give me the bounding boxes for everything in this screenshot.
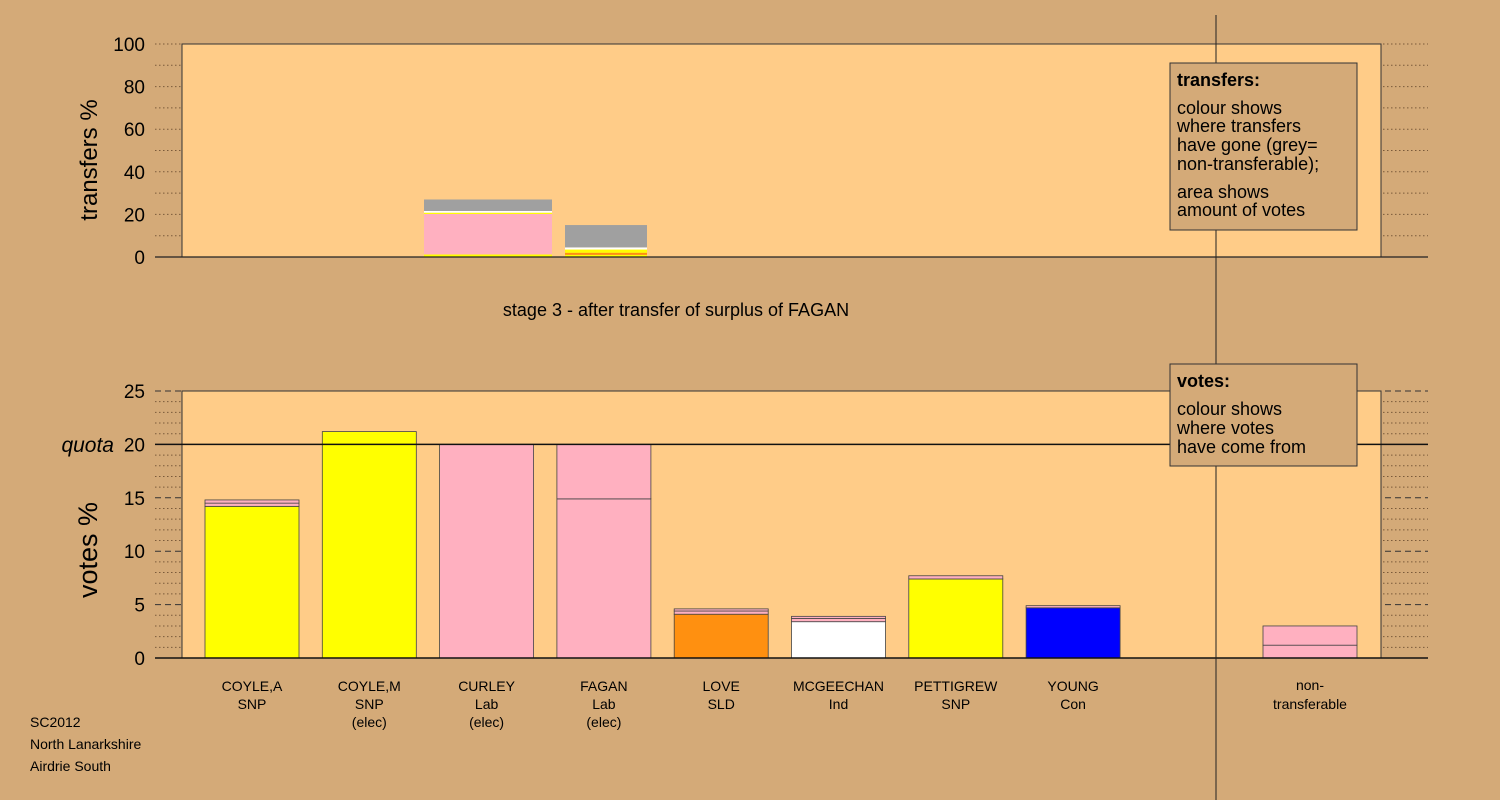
stage-label: stage 3 - after transfer of surplus of F…: [503, 300, 849, 320]
nontransferable-label: transferable: [1273, 696, 1347, 712]
transfer-bar-segment: [424, 199, 552, 211]
footer-council: North Lanarkshire: [30, 736, 141, 752]
vote-bar-segment: [908, 578, 1004, 659]
transfer-bar-segment: [424, 210, 552, 213]
candidate-name-label: YOUNG: [1047, 678, 1098, 694]
nontransferable-bar-segment: [1262, 625, 1358, 646]
candidate-status-label: (elec): [469, 714, 504, 730]
votes-y-tick-label: 10: [124, 542, 145, 563]
transfer-bar-segment: [565, 247, 647, 250]
transfer-bar-segment: [565, 252, 647, 255]
votes-legend-title: votes:: [1177, 371, 1230, 391]
transfers-y-tick-label: 0: [134, 248, 145, 269]
transfers-legend-line: amount of votes: [1177, 200, 1305, 220]
candidate-party-label: Lab: [475, 696, 499, 712]
candidate-party-label: SNP: [941, 696, 970, 712]
transfers-legend-line: have gone (grey=: [1177, 135, 1318, 155]
vote-bar-segment: [556, 443, 652, 500]
vote-bar-segment: [673, 608, 769, 612]
vote-bar-segment: [556, 498, 652, 659]
transfers-y-tick-label: 20: [124, 205, 145, 226]
candidate-party-label: Lab: [592, 696, 616, 712]
vote-bar-segment: [791, 621, 886, 659]
votes-y-tick-label: 20: [124, 435, 145, 456]
quota-label: quota: [61, 434, 114, 457]
vote-bar-segment: [1025, 605, 1121, 609]
votes-legend-line: where votes: [1176, 418, 1274, 438]
transfers-legend-line: area shows: [1177, 182, 1269, 202]
votes-y-tick-label: 15: [124, 489, 145, 510]
candidate-name-label: PETTIGREW: [914, 678, 998, 694]
vote-bar-segment: [321, 431, 417, 659]
vote-bar-segment: [439, 443, 535, 659]
transfer-bar-segment: [424, 254, 552, 257]
candidate-party-label: Ind: [829, 696, 848, 712]
candidate-party-label: SNP: [238, 696, 267, 712]
transfers-legend-line: non-transferable);: [1177, 154, 1319, 174]
vote-bar-segment: [204, 505, 300, 659]
candidate-name-label: LOVE: [703, 678, 740, 694]
transfers-y-tick-label: 100: [113, 35, 145, 56]
candidate-status-label: (elec): [586, 714, 621, 730]
votes-y-axis-title: votes %: [73, 502, 103, 598]
footer-election: SC2012: [30, 714, 81, 730]
transfers-legend: transfers: colour shows where transfers …: [1169, 62, 1358, 231]
votes-y-tick-label: 5: [134, 596, 145, 617]
candidate-name-label: CURLEY: [458, 678, 515, 694]
votes-y-tick-label: 25: [124, 382, 145, 403]
axis-layer: 0 20 40 60 80 100 0 5 10 15 20 25 COYLE,A SNP COYLE,M S…: [113, 15, 1428, 800]
vote-bar-segment: [791, 615, 886, 619]
transfers-legend-line: where transfers: [1176, 116, 1301, 136]
transfers-legend-title: transfers:: [1177, 70, 1260, 90]
votes-y-tick-label: 0: [134, 649, 145, 670]
transfer-bar-segment: [424, 213, 552, 255]
nontransferable-bar-segment: [1262, 644, 1358, 659]
bar-layer: [204, 199, 1358, 659]
vote-bar-segment: [673, 610, 769, 615]
candidate-party-label: SLD: [708, 696, 735, 712]
transfer-bar-segment: [565, 249, 647, 253]
candidate-name-label: FAGAN: [580, 678, 627, 694]
candidate-name-label: COYLE,A: [222, 678, 283, 694]
candidate-name-label: COYLE,M: [338, 678, 401, 694]
transfers-legend-line: colour shows: [1177, 98, 1282, 118]
candidate-party-label: Con: [1060, 696, 1086, 712]
transfer-bar-segment: [565, 254, 647, 257]
votes-legend-line: have come from: [1177, 437, 1306, 457]
candidate-status-label: (elec): [352, 714, 387, 730]
votes-legend-line: colour shows: [1177, 399, 1282, 419]
vote-bar-segment: [673, 613, 769, 659]
vote-bar-segment: [791, 618, 886, 623]
candidate-name-label: MCGEECHAN: [793, 678, 884, 694]
transfer-bar-segment: [565, 225, 647, 248]
candidate-party-label: SNP: [355, 696, 384, 712]
transfers-y-tick-label: 80: [124, 78, 145, 99]
footer-ward: Airdrie South: [30, 758, 111, 774]
vote-bar-segment: [204, 502, 300, 507]
transfers-y-tick-label: 40: [124, 163, 145, 184]
vote-bar-segment: [204, 499, 300, 504]
vote-bar-segment: [908, 575, 1004, 580]
transfers-y-tick-label: 60: [124, 120, 145, 141]
votes-legend: votes: colour shows where votes have com…: [1169, 363, 1358, 467]
nontransferable-label: non-: [1296, 677, 1324, 693]
transfer-bar-segment: [424, 212, 552, 214]
vote-bar-segment: [1025, 607, 1121, 659]
transfers-y-axis-title: transfers %: [76, 99, 103, 220]
